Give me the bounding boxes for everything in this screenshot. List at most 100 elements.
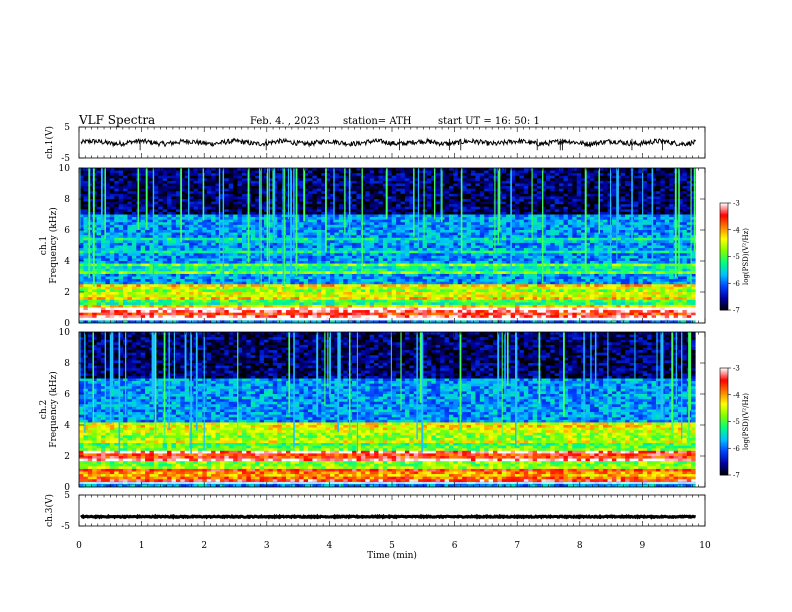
colorbar-cell — [720, 207, 728, 209]
colorbar-cell — [720, 401, 728, 404]
y-axis-label: ch.3(V) — [44, 494, 55, 527]
colorbar-cell — [720, 400, 728, 402]
colorbar-cell — [720, 408, 728, 410]
colorbar-cell — [720, 275, 728, 277]
colorbar-cell — [720, 280, 728, 283]
figure-date: Feb. 4. , 2023 — [250, 116, 320, 127]
colorbar-cell — [720, 284, 728, 287]
colorbar-cell — [720, 241, 728, 244]
colorbar-cell — [720, 392, 728, 394]
colorbar-cell — [720, 301, 728, 304]
colorbar-cell — [720, 303, 728, 306]
colorbar-cell — [720, 264, 728, 267]
colorbar-tick-label: -4 — [733, 226, 740, 234]
y-tick-label: 0 — [64, 319, 70, 329]
colorbar-cell — [720, 417, 728, 420]
colorbar-cell — [720, 272, 728, 275]
colorbar-cell — [720, 257, 728, 260]
colorbar-cell — [720, 418, 728, 421]
colorbar-cell — [720, 255, 728, 257]
colorbar-cell — [720, 229, 728, 232]
colorbar-cell — [720, 296, 728, 299]
colorbar-tick-label: -4 — [733, 391, 740, 399]
colorbar-cell — [720, 220, 728, 223]
colorbar-cell — [720, 452, 728, 454]
y-tick-label: -5 — [61, 154, 70, 164]
colorbar-cell — [720, 386, 728, 389]
y-tick-label: 4 — [64, 421, 70, 431]
colorbar-cell — [720, 410, 728, 413]
colorbar-cell — [720, 453, 728, 456]
colorbar-cell — [720, 287, 728, 289]
colorbar-cell — [720, 212, 728, 215]
colorbar-cell — [720, 424, 728, 426]
colorbar-cell — [720, 215, 728, 217]
y-axis-label: ch.1Frequency (kHz) — [39, 207, 59, 284]
colorbar-cell — [720, 232, 728, 235]
y-tick-label: 6 — [64, 226, 70, 236]
colorbar-cell — [720, 466, 728, 469]
x-tick-label: 5 — [389, 541, 395, 551]
colorbar-cell — [720, 204, 728, 207]
colorbar-cell — [720, 252, 728, 255]
y-axis-label: ch.1(V) — [44, 126, 55, 159]
figure-station: station= ATH — [343, 116, 412, 127]
colorbar-cell — [720, 368, 728, 370]
colorbar-cell — [720, 448, 728, 450]
colorbar-cell — [720, 260, 728, 263]
colorbar-cell — [720, 414, 728, 417]
colorbar-cell — [720, 436, 728, 438]
colorbar-tick-label: -3 — [733, 200, 740, 208]
colorbar-cell — [720, 384, 728, 386]
colorbar-cell — [720, 237, 728, 240]
colorbar-cell — [720, 404, 728, 406]
colorbar-cell — [720, 462, 728, 465]
colorbar-tick-label: -7 — [733, 472, 740, 480]
colorbar-cell — [720, 281, 728, 284]
colorbar-cell — [720, 259, 728, 261]
colorbar-cell — [720, 434, 728, 437]
colorbar-tick-label: -7 — [733, 307, 740, 315]
y-tick-label: 5 — [64, 123, 70, 133]
colorbar-cell — [720, 409, 728, 412]
colorbar-cell — [720, 460, 728, 463]
colorbar-cell — [720, 224, 728, 227]
colorbar-cell — [720, 213, 728, 216]
colorbar-cell — [720, 444, 728, 446]
colorbar-cell — [720, 228, 728, 231]
colorbar-cell — [720, 372, 728, 374]
spectrogram-cells — [79, 168, 696, 323]
ch3-waveform-line — [80, 513, 697, 520]
colorbar-cell — [720, 225, 728, 228]
colorbar-cell — [720, 261, 728, 264]
x-tick-label: 7 — [514, 541, 520, 551]
ch1-spectrogram-panel: 0 2 4 6 8 10 ch.1Frequency (kHz) — [39, 164, 706, 329]
colorbar-cell — [720, 370, 728, 373]
colorbar-cell — [720, 388, 728, 390]
x-tick-label: 0 — [76, 541, 82, 551]
colorbar-cell — [720, 217, 728, 220]
colorbar-cell — [720, 402, 728, 405]
colorbar-cell — [720, 253, 728, 256]
colorbar-cell — [720, 205, 728, 208]
colorbar-cell — [720, 231, 728, 233]
colorbar-cell — [720, 211, 728, 213]
colorbar-cell — [720, 283, 728, 285]
colorbar-cell — [720, 256, 728, 259]
colorbar-cell — [720, 285, 728, 288]
colorbar-cell — [720, 236, 728, 239]
colorbar-cell — [720, 269, 728, 272]
colorbar-cell — [720, 216, 728, 219]
ch3-waveform-panel: 5 -5 ch.3(V) — [44, 491, 706, 532]
colorbar-tick-label: -6 — [733, 445, 740, 453]
colorbar-cell — [720, 385, 728, 388]
colorbar-cell — [720, 219, 728, 221]
colorbar-tick-label: -6 — [733, 280, 740, 288]
colorbar-cell — [720, 449, 728, 452]
colorbar-cell — [720, 473, 728, 476]
colorbar-cell — [720, 446, 728, 449]
colorbar-cell — [720, 394, 728, 397]
colorbar-cell — [720, 378, 728, 381]
colorbar-cell — [720, 422, 728, 425]
colorbar-label: log(PSD)(V²/Hz) — [742, 393, 750, 450]
